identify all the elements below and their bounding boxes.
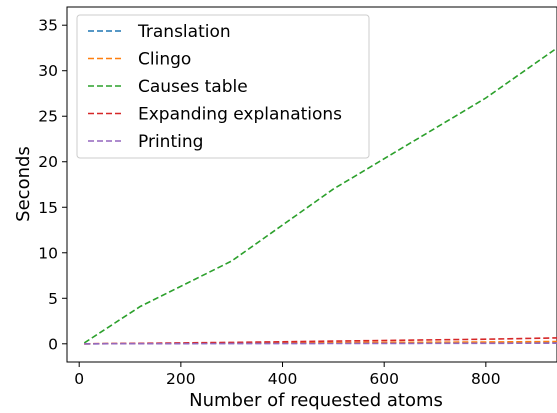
y-tick-label: 25 xyxy=(38,108,58,126)
series-line-5 xyxy=(84,342,557,345)
y-axis: 0 5 10 15 20 25 30 35 xyxy=(38,17,67,353)
series-layer xyxy=(83,47,557,345)
plot-frame xyxy=(66,6,557,363)
legend-label: Causes table xyxy=(138,77,248,97)
x-axis: 0 200 400 600 800 xyxy=(74,362,501,388)
series-line-3 xyxy=(83,47,557,344)
legend-label: Clingo xyxy=(138,50,191,70)
y-tick-label: 5 xyxy=(48,290,58,308)
x-tick-label: 600 xyxy=(369,370,399,388)
y-tick-label: 20 xyxy=(38,153,58,171)
legend-label: Translation xyxy=(137,22,231,42)
legend-box xyxy=(76,14,370,159)
x-tick-label: 0 xyxy=(74,370,84,388)
y-tick-label: 35 xyxy=(38,17,58,35)
y-axis-label: Seconds xyxy=(13,146,34,222)
x-tick-label: 800 xyxy=(471,370,501,388)
legend-label: Printing xyxy=(138,132,203,152)
y-tick-label: 30 xyxy=(38,62,58,80)
x-tick-label: 200 xyxy=(166,370,196,388)
x-tick-label: 400 xyxy=(268,370,298,388)
y-tick-label: 15 xyxy=(38,199,58,217)
legend-label: Expanding explanations xyxy=(138,105,342,125)
y-tick-label: 10 xyxy=(38,244,58,262)
y-tick-label: 0 xyxy=(48,335,58,353)
plot-area xyxy=(66,6,557,363)
x-axis-label: Number of requested atoms xyxy=(189,390,443,411)
legend: Translation Clingo Causes table Expanding e… xyxy=(76,14,370,159)
